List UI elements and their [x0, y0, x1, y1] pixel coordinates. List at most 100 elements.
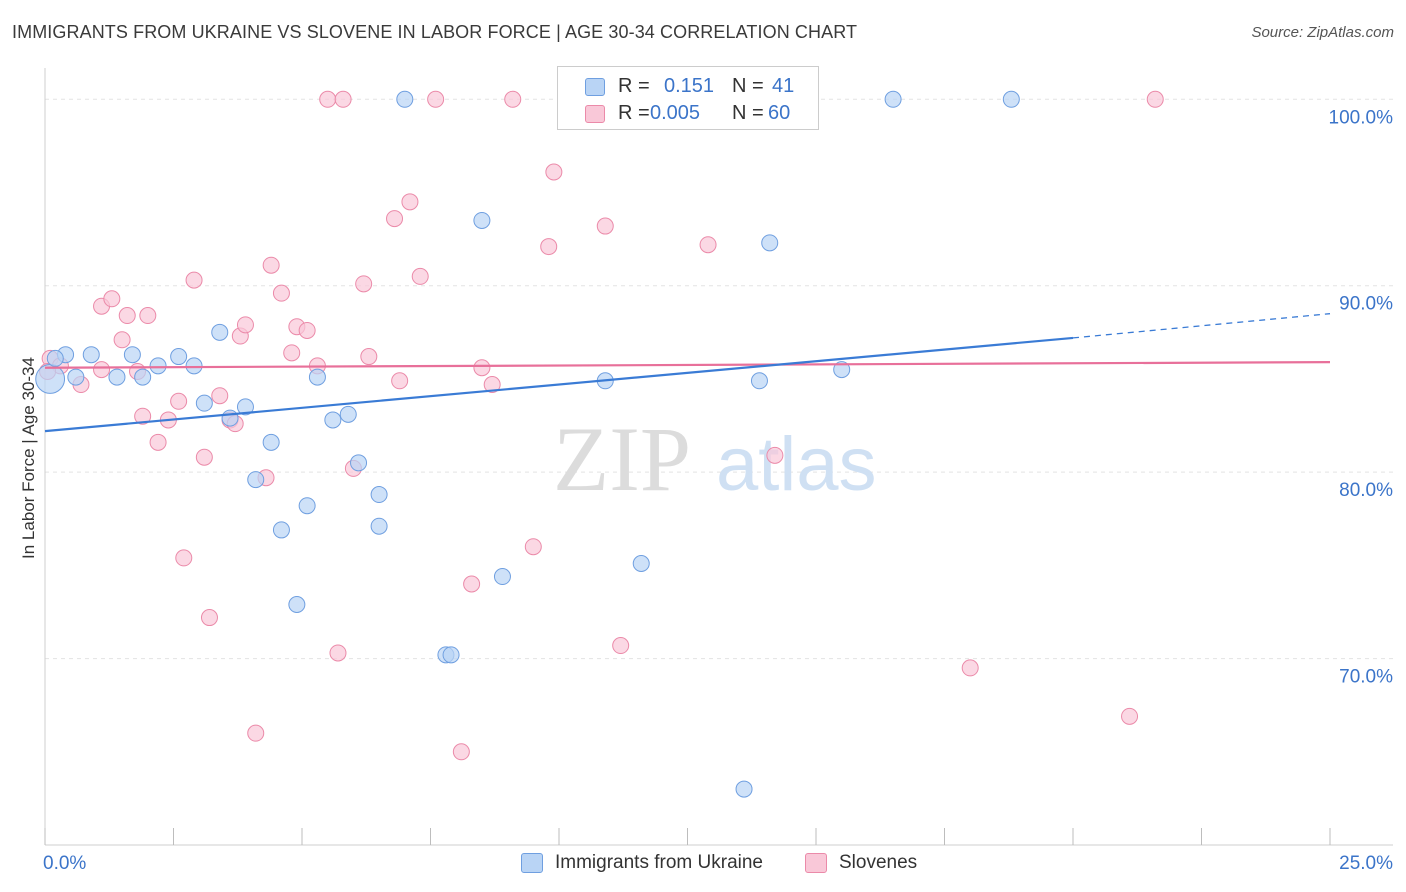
- watermark-atlas: atlas: [716, 422, 877, 507]
- ukraine-point: [134, 368, 152, 386]
- slovene-point: [401, 193, 419, 211]
- ukraine-point: [339, 405, 357, 423]
- ukraine-trend-extension: [1072, 313, 1331, 339]
- ukraine-point: [370, 486, 388, 504]
- ukraine-point: [750, 372, 768, 390]
- slovene-point: [411, 267, 429, 285]
- ukraine-point: [149, 357, 167, 375]
- slovene-swatch: [805, 853, 827, 873]
- ukraine-point: [67, 368, 85, 386]
- axes: [44, 68, 1393, 846]
- slovene-point: [355, 275, 373, 293]
- slovene-point: [149, 433, 167, 451]
- slovene-swatch: [585, 105, 605, 123]
- n-label: N =: [732, 102, 764, 124]
- y-tick-label: 80.0%: [1339, 480, 1393, 501]
- slovene-point: [452, 743, 470, 761]
- slovene-point: [200, 609, 218, 627]
- y-tick-label: 90.0%: [1339, 294, 1393, 315]
- ukraine-point: [82, 346, 100, 364]
- ukraine-point: [247, 471, 265, 489]
- ukraine-point: [761, 234, 779, 252]
- trend-lines: [44, 313, 1331, 433]
- slovene-point: [427, 90, 445, 108]
- stats-legend: R = 0.151 N = 41 R = 0.005 N = 60: [557, 66, 819, 130]
- ukraine-point: [1002, 90, 1020, 108]
- slovene-point: [329, 644, 347, 662]
- ukraine-swatch: [585, 78, 605, 96]
- ukraine-point: [195, 394, 213, 412]
- n-value: 60: [768, 102, 791, 124]
- y-axis-label: In Labor Force | Age 30-34: [19, 357, 38, 559]
- ukraine-point: [46, 349, 64, 367]
- slovene-point: [483, 376, 501, 394]
- ukraine-point: [632, 554, 650, 572]
- slovene-point: [334, 90, 352, 108]
- ukraine-point: [108, 368, 126, 386]
- ukraine-point: [185, 357, 203, 375]
- ukraine-point: [884, 90, 902, 108]
- source-label: Source: ZipAtlas.com: [1251, 24, 1394, 41]
- ukraine-point: [833, 361, 851, 379]
- slovene-point: [360, 348, 378, 366]
- slovene-point: [185, 271, 203, 289]
- slovene-point: [699, 236, 717, 254]
- slovene-point: [262, 256, 280, 274]
- ukraine-swatch: [521, 853, 543, 873]
- slovene-point: [175, 549, 193, 567]
- legend-label: Immigrants from Ukraine: [555, 852, 763, 873]
- ukraine-point: [211, 323, 229, 341]
- x-tick-labels: 0.0% 25.0%: [43, 853, 1393, 874]
- slovene-point: [103, 290, 121, 308]
- y-tick-label: 100.0%: [1329, 107, 1394, 128]
- legend-label: Slovenes: [839, 852, 918, 873]
- ukraine-point: [308, 368, 326, 386]
- slovene-point: [247, 724, 265, 742]
- n-label: N =: [732, 75, 764, 97]
- slovene-point: [504, 90, 522, 108]
- slovene-point: [961, 659, 979, 677]
- chart-title: IMMIGRANTS FROM UKRAINE VS SLOVENE IN LA…: [12, 22, 858, 42]
- ukraine-trend-line: [44, 336, 1074, 433]
- x-tick-label: 0.0%: [43, 853, 86, 874]
- slovene-point: [545, 163, 563, 181]
- slovene-point: [298, 321, 316, 339]
- ukraine-point: [298, 497, 316, 515]
- slovene-point: [272, 284, 290, 302]
- slovene-point: [236, 316, 254, 334]
- slovene-point: [118, 307, 136, 325]
- slovene-point: [540, 238, 558, 256]
- ukraine-point: [123, 346, 141, 364]
- ukraine-point: [370, 517, 388, 535]
- r-label: R =: [618, 102, 650, 124]
- ukraine-point: [396, 90, 414, 108]
- slovene-point: [473, 359, 491, 377]
- ukraine-point: [350, 454, 368, 472]
- slovene-point: [596, 217, 614, 235]
- ukraine-point: [442, 646, 460, 664]
- slovene-trend-line: [44, 361, 1331, 369]
- slovene-point: [134, 407, 152, 425]
- slovene-point: [170, 392, 188, 410]
- slovene-point: [93, 361, 111, 379]
- slovene-point: [612, 637, 630, 655]
- legend-row-ukraine: R = 0.151 N = 41: [558, 75, 818, 101]
- slovene-point: [391, 372, 409, 390]
- ukraine-point: [735, 780, 753, 798]
- r-label: R =: [618, 75, 650, 97]
- slovene-point: [283, 344, 301, 362]
- slovene-point: [211, 387, 229, 405]
- slovene-point: [113, 331, 131, 349]
- ukraine-point: [288, 596, 306, 614]
- ukraine-point: [236, 398, 254, 416]
- slovene-point: [319, 90, 337, 108]
- gridlines: [45, 98, 1393, 660]
- n-value: 41: [772, 75, 795, 97]
- ukraine-point: [221, 409, 239, 427]
- ukraine-point: [324, 411, 342, 429]
- ukraine-points: [35, 90, 1020, 798]
- slovene-point: [1146, 90, 1164, 108]
- slovene-point: [195, 448, 213, 466]
- r-value: 0.151: [664, 75, 715, 97]
- series-legend: Immigrants from Ukraine Slovenes: [0, 852, 1406, 878]
